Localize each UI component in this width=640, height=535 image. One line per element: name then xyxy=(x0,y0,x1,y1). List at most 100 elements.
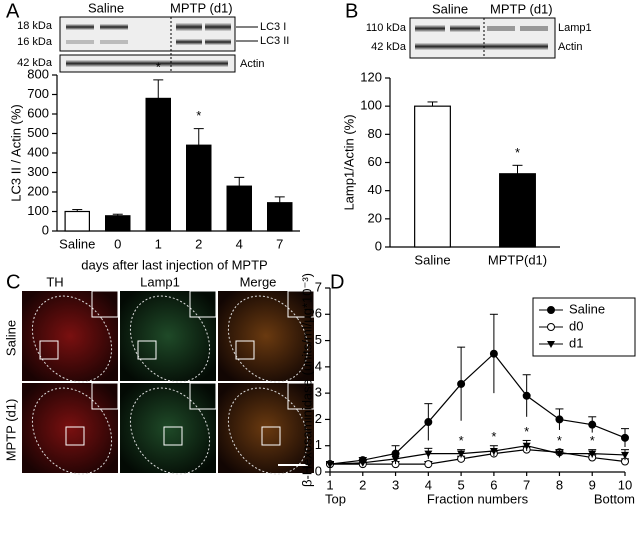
x-tick-label: 3 xyxy=(392,477,399,492)
marker xyxy=(391,455,400,463)
column-label: Merge xyxy=(240,274,277,289)
marker xyxy=(457,450,466,458)
marker xyxy=(326,461,334,469)
marker xyxy=(522,391,531,400)
band-label: LC3 I xyxy=(260,21,286,33)
bar xyxy=(104,215,131,232)
micrograph xyxy=(22,383,118,473)
y-axis-label: Lamp1/Actin (%) xyxy=(341,114,356,210)
x-tick-label: 8 xyxy=(556,477,563,492)
marker xyxy=(588,420,597,429)
micrograph xyxy=(120,291,216,381)
x-tick-label: Saline xyxy=(414,252,450,267)
x-tick-label: Saline xyxy=(59,236,95,251)
band-label: Lamp1 xyxy=(558,22,592,34)
column-label: Lamp1 xyxy=(140,274,180,289)
y-tick-label: 600 xyxy=(27,105,49,120)
x-tick-label: 2 xyxy=(195,236,202,251)
x-axis-label: days after last injection of MPTP xyxy=(81,257,267,272)
panel-label: C xyxy=(6,271,20,293)
bar xyxy=(414,105,451,248)
blot-a: Saline MPTP (d1) 18 kDa 16 kDa 42 kDa LC… xyxy=(17,0,289,73)
y-axis-label: β-Hexosaminidase (units/ml/µg*10⁻³) xyxy=(299,273,314,487)
inset xyxy=(189,290,217,318)
blot-group: Saline xyxy=(432,1,468,16)
y-tick-label: 120 xyxy=(360,69,382,84)
roi-box xyxy=(235,340,255,360)
x-tick-label: 6 xyxy=(490,477,497,492)
x-tick-label: 4 xyxy=(425,477,432,492)
y-tick-label: 4 xyxy=(315,358,322,373)
band-label: LC3 II xyxy=(260,35,289,47)
micrographs: TH Lamp1 Merge Saline MPTP (d1) xyxy=(3,274,315,475)
band-label: Actin xyxy=(240,58,264,70)
panel-label: B xyxy=(345,0,358,22)
blot-group: Saline xyxy=(88,0,124,15)
roi-outline xyxy=(129,387,211,475)
significance: * xyxy=(156,59,161,74)
y-tick-label: 1 xyxy=(315,437,322,452)
roi-box xyxy=(39,340,59,360)
roi-outline xyxy=(227,387,309,475)
x-tick-label: 5 xyxy=(457,477,464,492)
significance: * xyxy=(590,433,595,448)
x-axis-end-label: Bottom xyxy=(594,491,635,506)
column-label: TH xyxy=(46,274,63,289)
marker xyxy=(424,460,433,469)
band-label: Actin xyxy=(558,41,582,53)
marker xyxy=(621,451,629,459)
x-tick-label: 1 xyxy=(326,477,333,492)
marker xyxy=(588,450,597,458)
y-tick-label: 2 xyxy=(315,411,322,426)
y-tick-label: 200 xyxy=(27,183,49,198)
y-tick-label: 400 xyxy=(27,144,49,159)
x-tick-label: 10 xyxy=(618,477,632,492)
bar xyxy=(267,202,293,232)
y-tick-label: 7 xyxy=(315,279,322,294)
significance: * xyxy=(515,145,520,160)
y-axis-label: LC3 II / Actin (%) xyxy=(8,104,23,202)
y-tick-label: 800 xyxy=(27,66,49,81)
y-tick-label: 40 xyxy=(368,182,382,197)
x-tick-label: 1 xyxy=(155,236,162,251)
marker xyxy=(555,450,564,458)
inset xyxy=(287,290,315,318)
y-tick-label: 0 xyxy=(375,238,382,253)
y-tick-label: 100 xyxy=(360,98,382,113)
row-label: Saline xyxy=(3,320,18,356)
inset xyxy=(91,290,119,318)
blot-size: 42 kDa xyxy=(17,57,53,69)
inset xyxy=(91,382,119,410)
bar xyxy=(64,210,90,232)
blot-size: 42 kDa xyxy=(371,41,407,53)
micrograph xyxy=(218,383,314,473)
roi-box xyxy=(163,426,183,446)
bar xyxy=(499,173,536,248)
blot-b: Saline MPTP (d1) 110 kDa 42 kDa Lamp1 Ac… xyxy=(366,1,592,59)
micrograph xyxy=(22,291,118,381)
marker xyxy=(555,415,564,424)
significance: * xyxy=(196,108,201,123)
y-tick-label: 5 xyxy=(315,332,322,347)
series-line xyxy=(329,352,626,465)
x-axis-label: Fraction numbers xyxy=(427,491,529,506)
bar xyxy=(226,185,253,232)
y-tick-label: 6 xyxy=(315,306,322,321)
y-tick-label: 3 xyxy=(315,385,322,400)
y-tick-label: 700 xyxy=(27,86,49,101)
y-tick-label: 300 xyxy=(27,164,49,179)
y-tick-label: 20 xyxy=(368,210,382,225)
series-line xyxy=(329,445,626,465)
marker xyxy=(489,447,498,455)
marker xyxy=(621,433,629,442)
marker xyxy=(547,341,555,348)
blot-size: 16 kDa xyxy=(17,36,53,48)
row-label: MPTP (d1) xyxy=(3,399,18,462)
significance: * xyxy=(524,424,529,439)
x-tick-label: 7 xyxy=(276,236,283,251)
blot-group: MPTP (d1) xyxy=(170,0,233,15)
blot-size: 18 kDa xyxy=(17,20,53,32)
x-axis-end-label: Top xyxy=(325,491,346,506)
marker xyxy=(489,349,498,358)
micrograph xyxy=(218,291,314,381)
